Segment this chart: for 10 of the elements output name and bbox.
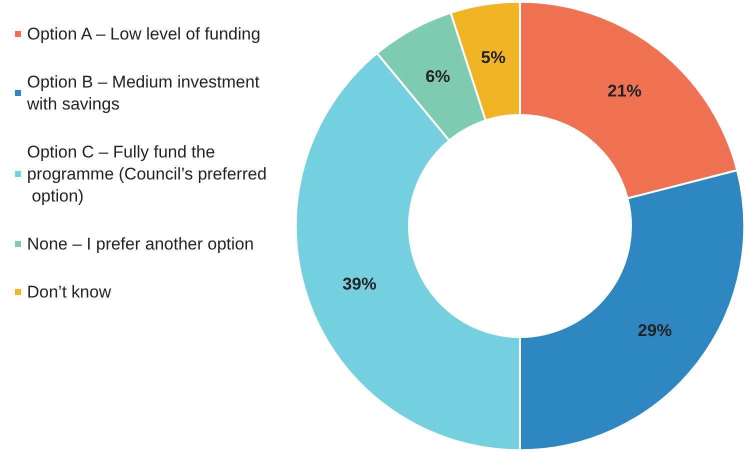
data-label: 39%	[342, 274, 376, 294]
data-label: 5%	[481, 48, 506, 67]
legend-label: Don’t know	[27, 282, 112, 302]
data-label: 6%	[426, 66, 450, 86]
legend-label: None – I prefer another option	[27, 234, 254, 254]
legend-label: Option A – Low level of funding	[27, 24, 260, 44]
data-label: 21%	[608, 82, 642, 101]
legend-label: Option B – Medium investment with savings	[26, 72, 264, 114]
legend-label: Option C – Fully fund the programme (Council’s preferred option)	[27, 142, 267, 206]
data-label: 29%	[638, 321, 672, 340]
